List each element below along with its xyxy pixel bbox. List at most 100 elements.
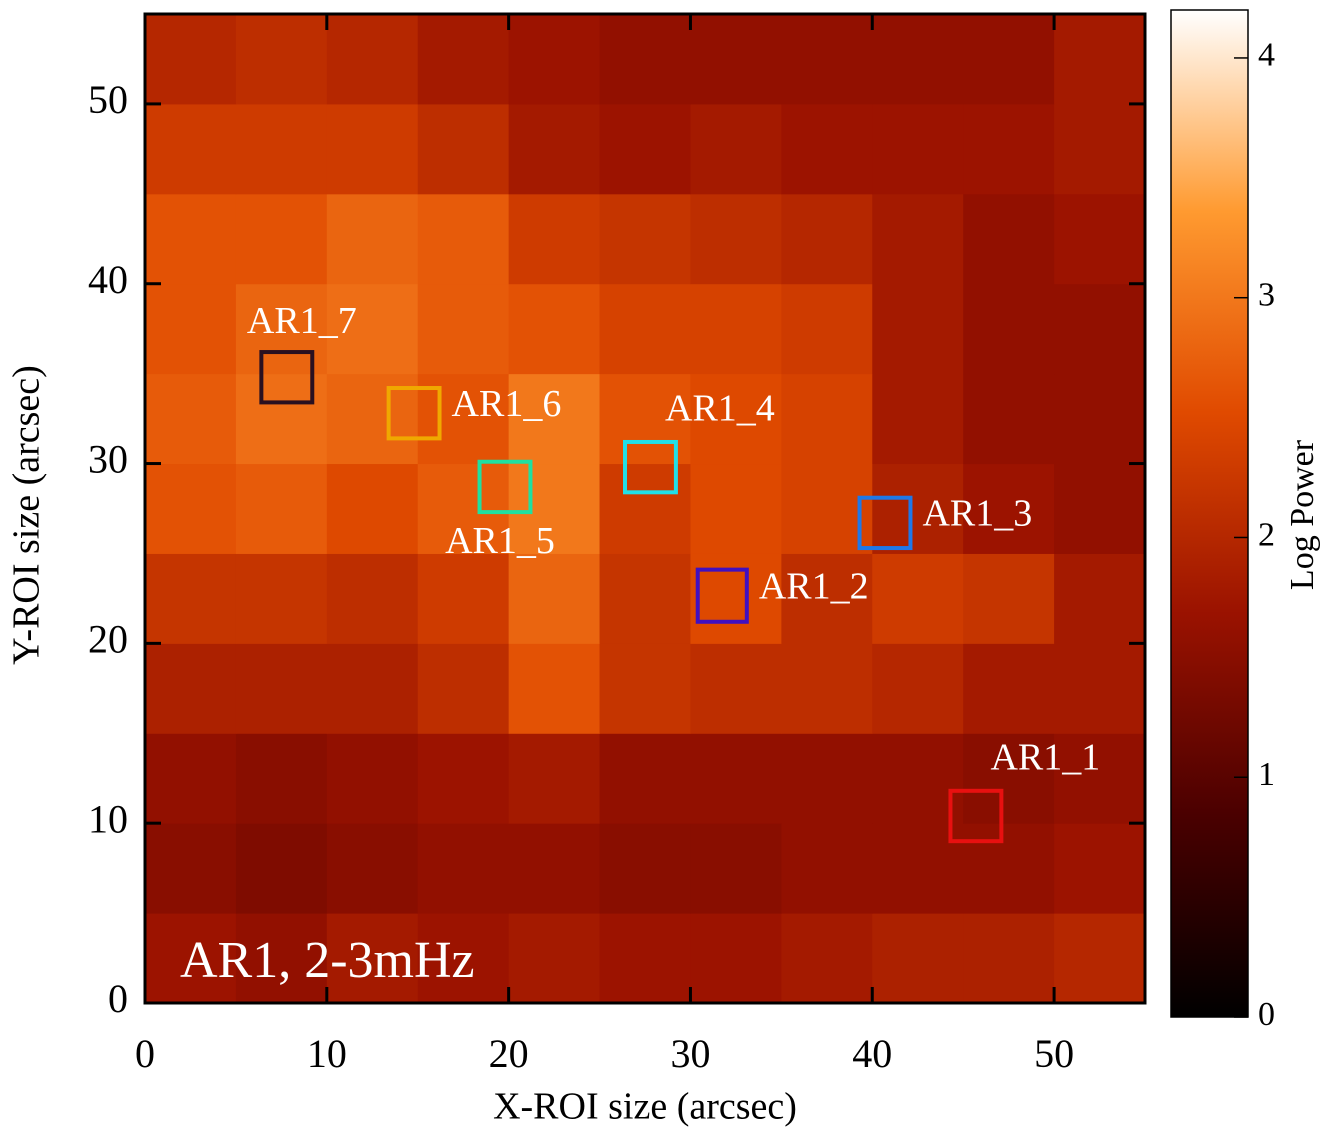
heatmap-cell [872, 643, 963, 733]
heatmap-cell [963, 553, 1054, 643]
x-tick-label: 30 [670, 1031, 710, 1076]
heatmap-cell [690, 194, 781, 284]
heatmap-cell [327, 194, 418, 284]
heatmap-cell [872, 913, 963, 1003]
heatmap-cell [781, 104, 872, 194]
heatmap-cell [327, 823, 418, 913]
x-tick-label: 10 [307, 1031, 347, 1076]
roi-label: AR1_4 [665, 388, 775, 430]
x-tick-label: 50 [1034, 1031, 1074, 1076]
colorbar-tick-label: 4 [1258, 37, 1275, 74]
heatmap-cell [963, 284, 1054, 374]
x-tick-label: 20 [489, 1031, 529, 1076]
heatmap-cell [690, 464, 781, 554]
heatmap-cell [872, 553, 963, 643]
heatmap-cell [509, 913, 600, 1003]
heatmap-cell [872, 14, 963, 104]
heatmap-cell [418, 553, 509, 643]
heatmap-cell [145, 104, 236, 194]
heatmap-cell [781, 733, 872, 823]
heatmap-cell [872, 104, 963, 194]
heatmap-cell [781, 194, 872, 284]
heatmap-cell [600, 284, 691, 374]
heatmap-cell [781, 643, 872, 733]
heatmap-cell [418, 194, 509, 284]
heatmap-cell [509, 194, 600, 284]
heatmap-cell [600, 553, 691, 643]
heatmap-cell [509, 733, 600, 823]
heatmap-cell [236, 14, 327, 104]
heatmap-cell [145, 733, 236, 823]
heatmap-cell [690, 104, 781, 194]
heatmap-cell [236, 194, 327, 284]
heatmap-cell [418, 284, 509, 374]
heatmap-cell [690, 284, 781, 374]
heatmap-cell [236, 104, 327, 194]
heatmap-cell [963, 913, 1054, 1003]
heatmap-cell [509, 104, 600, 194]
heatmap-cell [145, 284, 236, 374]
colorbar-tick-label: 1 [1258, 756, 1275, 793]
roi-label: AR1_2 [759, 565, 869, 607]
heatmap-cell [327, 464, 418, 554]
heatmap-cell [327, 14, 418, 104]
heatmap-cell [1054, 104, 1145, 194]
heatmap-cell [963, 374, 1054, 464]
colorbar-tick-label: 2 [1258, 516, 1275, 553]
heatmap-cell [418, 643, 509, 733]
y-tick-label: 50 [88, 77, 128, 122]
heatmap-cell [236, 643, 327, 733]
colorbar-title: Log Power [1284, 439, 1321, 590]
heatmap-cell [781, 284, 872, 374]
heatmap-cell [872, 284, 963, 374]
roi-label: AR1_5 [445, 520, 555, 562]
heatmap-cell [327, 733, 418, 823]
heatmap-cell [1054, 643, 1145, 733]
heatmap-cell [1054, 194, 1145, 284]
heatmap-cell [690, 14, 781, 104]
heatmap-cell [236, 823, 327, 913]
y-axis-title: Y-ROI size (arcsec) [6, 365, 48, 665]
heatmap-cell [1054, 464, 1145, 554]
roi-label: AR1_7 [247, 300, 357, 342]
heatmap-cell [781, 374, 872, 464]
heatmap-cell [418, 733, 509, 823]
heatmap-cell [872, 194, 963, 284]
heatmap-cell [418, 14, 509, 104]
heatmap-cell [509, 284, 600, 374]
heatmap-cell [509, 553, 600, 643]
heatmap-cell [145, 194, 236, 284]
chart: X-ROI size (arcsec) Y-ROI size (arcsec) … [0, 0, 1344, 1138]
heatmap-cell [1054, 284, 1145, 374]
heatmap-cell [418, 104, 509, 194]
heatmap-cell [145, 14, 236, 104]
y-tick-label: 30 [88, 437, 128, 482]
heatmap-cell [600, 14, 691, 104]
heatmap-cell [509, 643, 600, 733]
heatmap-cell [600, 913, 691, 1003]
heatmap-cell [963, 643, 1054, 733]
heatmap-cell [509, 14, 600, 104]
x-axis-title: X-ROI size (arcsec) [493, 1086, 797, 1128]
y-tick-label: 20 [88, 617, 128, 662]
y-tick-label: 10 [88, 796, 128, 841]
heatmap-cell [145, 823, 236, 913]
x-tick-label: 0 [135, 1031, 155, 1076]
heatmap-cell [690, 823, 781, 913]
heatmap-cell [963, 823, 1054, 913]
heatmap-cell [963, 14, 1054, 104]
heatmap-cell [1054, 823, 1145, 913]
heatmap-cell [600, 643, 691, 733]
colorbar [1171, 10, 1248, 1017]
heatmap-cell [145, 553, 236, 643]
heatmap-cell [963, 194, 1054, 284]
heatmap-cell [236, 553, 327, 643]
heatmap-cell [236, 464, 327, 554]
heatmap-cell [690, 643, 781, 733]
heatmap-cell [600, 104, 691, 194]
heatmap-cell [327, 643, 418, 733]
heatmap-cell [327, 553, 418, 643]
y-tick-label: 0 [108, 976, 128, 1021]
heatmap-cell [600, 194, 691, 284]
heatmap-cell [1054, 553, 1145, 643]
